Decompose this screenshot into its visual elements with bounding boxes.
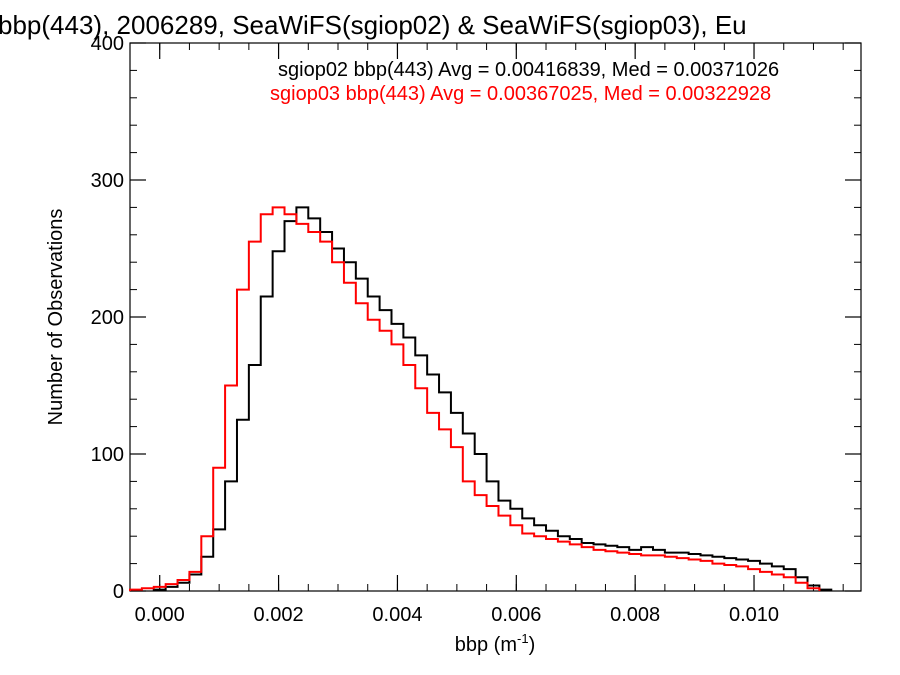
x-axis-label-close: ) [529,634,536,656]
x-axis-ticks: 0.000 0.002 0.004 0.006 0.008 0.010 [129,43,844,626]
y-tick-label: 300 [91,170,124,192]
x-axis-label-superscript: -1 [517,631,529,646]
x-tick-label: 0.002 [254,604,304,626]
y-tick-label: 200 [91,307,124,329]
x-tick-label: 0.000 [135,604,185,626]
plot-frame [129,42,862,592]
legend-annotation-sgiop03: sgiop03 bbp(443) Avg = 0.00367025, Med =… [270,83,771,105]
x-axis-label: bbp (m-1) [455,631,535,656]
series-layer [129,206,833,591]
y-axis-ticks: 0 100 200 300 400 [91,33,861,603]
y-tick-label: 100 [91,444,124,466]
x-tick-label: 0.010 [729,604,779,626]
x-tick-label: 0.004 [372,604,422,626]
legend-annotation-sgiop02: sgiop02 bbp(443) Avg = 0.00416839, Med =… [278,59,779,81]
y-tick-label: 400 [91,33,124,55]
y-tick-label: 0 [113,581,124,603]
series-line-sgiop02 [152,206,833,591]
x-tick-label: 0.008 [610,604,660,626]
x-tick-label: 0.006 [491,604,541,626]
chart-title: bbp(443), 2006289, SeaWiFS(sgiop02) & Se… [0,10,747,40]
x-axis-label-main: bbp (m [455,634,517,656]
y-axis-label: Number of Observations [45,209,67,426]
series-line-sgiop03 [129,206,821,591]
